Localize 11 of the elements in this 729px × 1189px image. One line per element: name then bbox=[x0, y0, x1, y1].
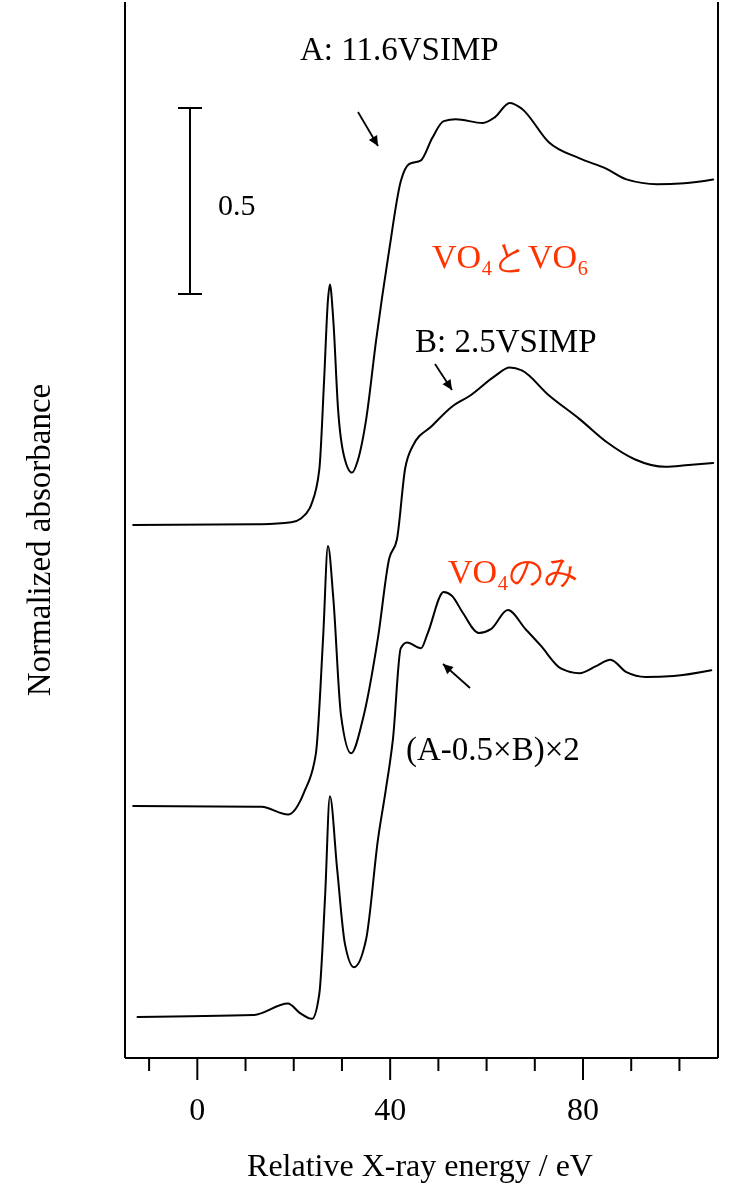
annotation: 0.5 bbox=[218, 188, 256, 221]
x-tick-label: 80 bbox=[567, 1091, 600, 1127]
annotation: VO₄のみ bbox=[448, 553, 579, 590]
series-label: A: 11.6VSIMP bbox=[300, 31, 499, 67]
series-label: B: 2.5VSIMP bbox=[415, 323, 597, 359]
series-label: (A-0.5×B)×2 bbox=[406, 731, 580, 768]
x-tick-label: 40 bbox=[374, 1091, 407, 1127]
annotation: VO₄とVO₆ bbox=[432, 238, 589, 275]
x-axis-title: Relative X-ray energy / eV bbox=[247, 1147, 593, 1183]
y-axis-title: Normalized absorbance bbox=[21, 383, 57, 697]
x-tick-label: 0 bbox=[189, 1091, 206, 1127]
